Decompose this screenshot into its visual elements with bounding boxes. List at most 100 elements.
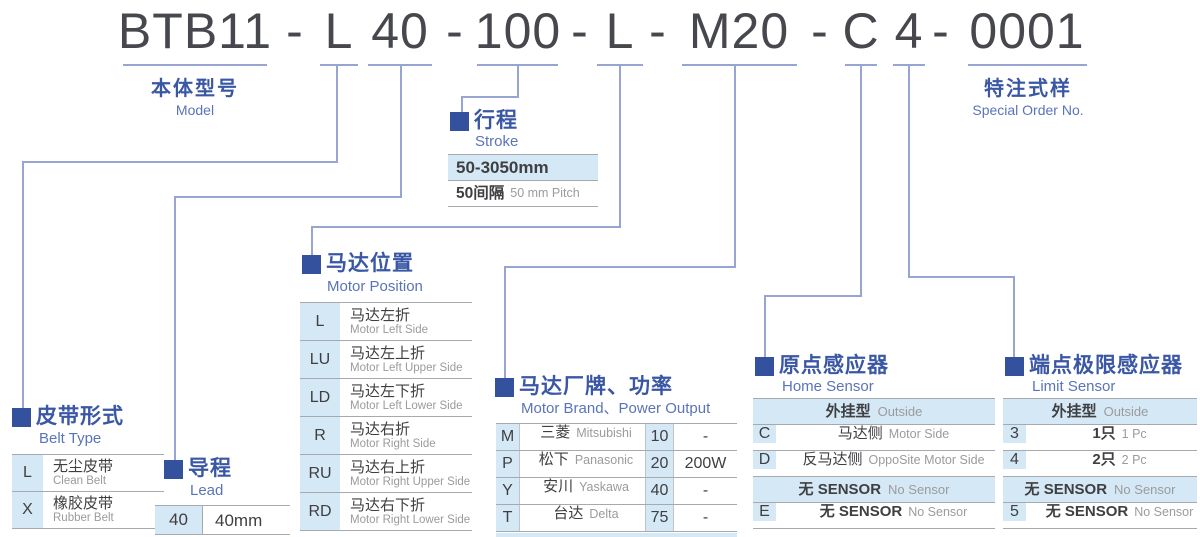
belt-type-title-en: Belt Type xyxy=(39,430,102,447)
connector-motor-brand-v1 xyxy=(734,66,736,266)
connector-limit-sensor-h xyxy=(908,276,1015,278)
motor-brand-en: Yaskawa xyxy=(579,480,629,494)
connector-lead-v2 xyxy=(174,196,176,460)
lead-title-en: Lead xyxy=(190,482,224,499)
belt-type-desc: 无尘皮带 Clean Belt xyxy=(45,455,164,491)
limit-sensor-code: 5 xyxy=(1003,503,1028,521)
belt-type-bullet-square-icon xyxy=(12,407,31,427)
code-segment-special-order: 0001 xyxy=(969,3,1085,59)
home-sensor-code: C xyxy=(753,425,778,443)
model-label: 本体型号 Model xyxy=(123,77,267,119)
limit-sensor-en: No Sensor xyxy=(1134,505,1194,519)
motor-position-en: Motor Left Lower Side xyxy=(350,399,463,412)
limit-sensor-row: 5 无 SENSOR No Sensor xyxy=(1003,503,1197,529)
belt-type-row: X 橡胶皮带 Rubber Belt xyxy=(12,492,164,529)
belt-type-zh: 无尘皮带 xyxy=(53,458,114,475)
lead-bullet-square-icon xyxy=(164,459,183,479)
underline-lead xyxy=(368,64,432,66)
motor-position-code: RU xyxy=(300,455,342,492)
home-sensor-bullet-square-icon xyxy=(755,356,774,376)
underline-motor-position xyxy=(597,64,643,66)
motor-brand-en: Mitsubishi xyxy=(576,426,632,440)
connector-home-sensor-v2 xyxy=(764,295,766,359)
limit-sensor-zh: 1只 xyxy=(1092,425,1116,442)
motor-power-code: 40 xyxy=(645,478,673,504)
motor-power-watt: - xyxy=(673,478,737,504)
code-segment-home-sensor: C xyxy=(842,3,880,59)
motor-position-desc: 马达右上折 Motor Right Upper Side xyxy=(342,455,472,492)
stroke-pitch-en: 50 mm Pitch xyxy=(510,186,580,200)
motor-brand-code: P xyxy=(496,451,520,477)
motor-brand-name-cell: 安川 Yaskawa xyxy=(520,478,645,504)
motor-position-code: RD xyxy=(300,493,342,530)
motor-position-zh: 马达右下折 xyxy=(350,496,426,514)
motor-position-zh: 马达左下折 xyxy=(350,382,426,400)
code-hyphen-1: - xyxy=(286,3,304,59)
connector-motor-brand-h xyxy=(504,266,736,268)
motor-position-en: Motor Left Upper Side xyxy=(350,361,463,374)
motor-position-zh: 马达右上折 xyxy=(350,458,426,476)
motor-brand-title-en: Motor Brand、Power Output xyxy=(521,400,711,417)
motor-brand-code: Y xyxy=(496,478,520,504)
connector-home-sensor-v1 xyxy=(860,66,862,295)
home-sensor-desc: 反马达侧 OppoSite Motor Side xyxy=(784,451,995,468)
code-segment-motor-position: L xyxy=(605,3,635,59)
motor-brand-name-cell: 松下 Panasonic xyxy=(520,451,645,477)
home-sensor-zh: 反马达侧 xyxy=(802,451,863,468)
motor-position-desc: 马达左下折 Motor Left Lower Side xyxy=(342,379,472,416)
stroke-pitch-zh: 50间隔 xyxy=(456,185,505,202)
underline-home-sensor xyxy=(845,64,877,66)
motor-position-desc: 马达左折 Motor Left Side xyxy=(342,303,472,340)
belt-type-header: 皮带形式 xyxy=(12,406,124,428)
motor-brand-title-zh: 马达厂牌、功率 xyxy=(519,375,673,398)
home-sensor-zh: 无 SENSOR xyxy=(819,503,903,520)
connector-limit-sensor-v1 xyxy=(908,66,910,276)
connector-motor-position-h xyxy=(311,226,621,228)
home-sensor-code: D xyxy=(753,451,778,469)
belt-type-title-zh: 皮带形式 xyxy=(36,405,124,428)
home-sensor-group-en: Outside xyxy=(877,404,923,419)
motor-position-zh: 马达左上折 xyxy=(350,344,426,362)
home-sensor-en: Motor Side xyxy=(888,427,950,441)
motor-position-en: Motor Left Side xyxy=(350,323,428,336)
limit-sensor-table: 外挂型 Outside 3 1只 1 Pc 4 2只 2 Pc 无 SENSOR… xyxy=(1003,398,1197,529)
motor-position-row: R 马达右折 Motor Right Side xyxy=(300,417,472,455)
motor-brand-en: Delta xyxy=(589,507,619,521)
connector-motor-position-v2 xyxy=(311,226,313,257)
motor-brand-row: T 台达 Delta 75 - xyxy=(496,505,737,532)
home-sensor-code: E xyxy=(753,503,778,521)
home-sensor-row: D 反马达侧 OppoSite Motor Side xyxy=(753,451,995,477)
home-sensor-desc: 无 SENSOR No Sensor xyxy=(784,503,995,520)
home-sensor-title-en: Home Sensor xyxy=(782,378,874,395)
code-segment-limit-sensor: 4 xyxy=(894,3,924,59)
motor-position-zh: 马达左折 xyxy=(350,306,411,324)
connector-stroke-h xyxy=(461,96,519,98)
connector-lead-h xyxy=(174,196,402,198)
home-sensor-row: C 马达侧 Motor Side xyxy=(753,425,995,451)
underline-motor-brand xyxy=(682,64,797,66)
limit-sensor-group-none: 无 SENSOR No Sensor xyxy=(1003,477,1197,503)
limit-sensor-en: 2 Pc xyxy=(1121,453,1147,467)
motor-position-desc: 马达右折 Motor Right Side xyxy=(342,417,472,454)
home-sensor-group-en: No Sensor xyxy=(888,482,950,497)
code-hyphen-6: - xyxy=(932,3,950,59)
motor-position-code: R xyxy=(300,417,342,454)
model-label-en: Model xyxy=(175,102,215,118)
code-hyphen-5: - xyxy=(811,3,829,59)
special-order-label-zh: 特注式样 xyxy=(984,78,1072,100)
stroke-title-zh: 行程 xyxy=(474,109,518,132)
motor-power-code: 20 xyxy=(645,451,673,477)
motor-brand-en: Panasonic xyxy=(574,453,634,467)
lead-code: 40 xyxy=(155,506,203,534)
code-segment-lead: 40 xyxy=(371,3,429,59)
model-label-zh: 本体型号 xyxy=(151,78,239,100)
connector-belt-v1 xyxy=(336,66,338,161)
motor-position-row: RD 马达右下折 Motor Right Lower Side xyxy=(300,493,472,531)
motor-power-watt: 200W xyxy=(673,451,737,477)
underline-special-order xyxy=(968,64,1087,66)
lead-value-cell: 40mm xyxy=(203,506,290,534)
motor-power-watt: - xyxy=(673,505,737,531)
special-order-label: 特注式样 Special Order No. xyxy=(948,77,1108,119)
limit-sensor-desc: 2只 2 Pc xyxy=(1034,451,1197,468)
home-sensor-header: 原点感应器 xyxy=(755,355,889,377)
